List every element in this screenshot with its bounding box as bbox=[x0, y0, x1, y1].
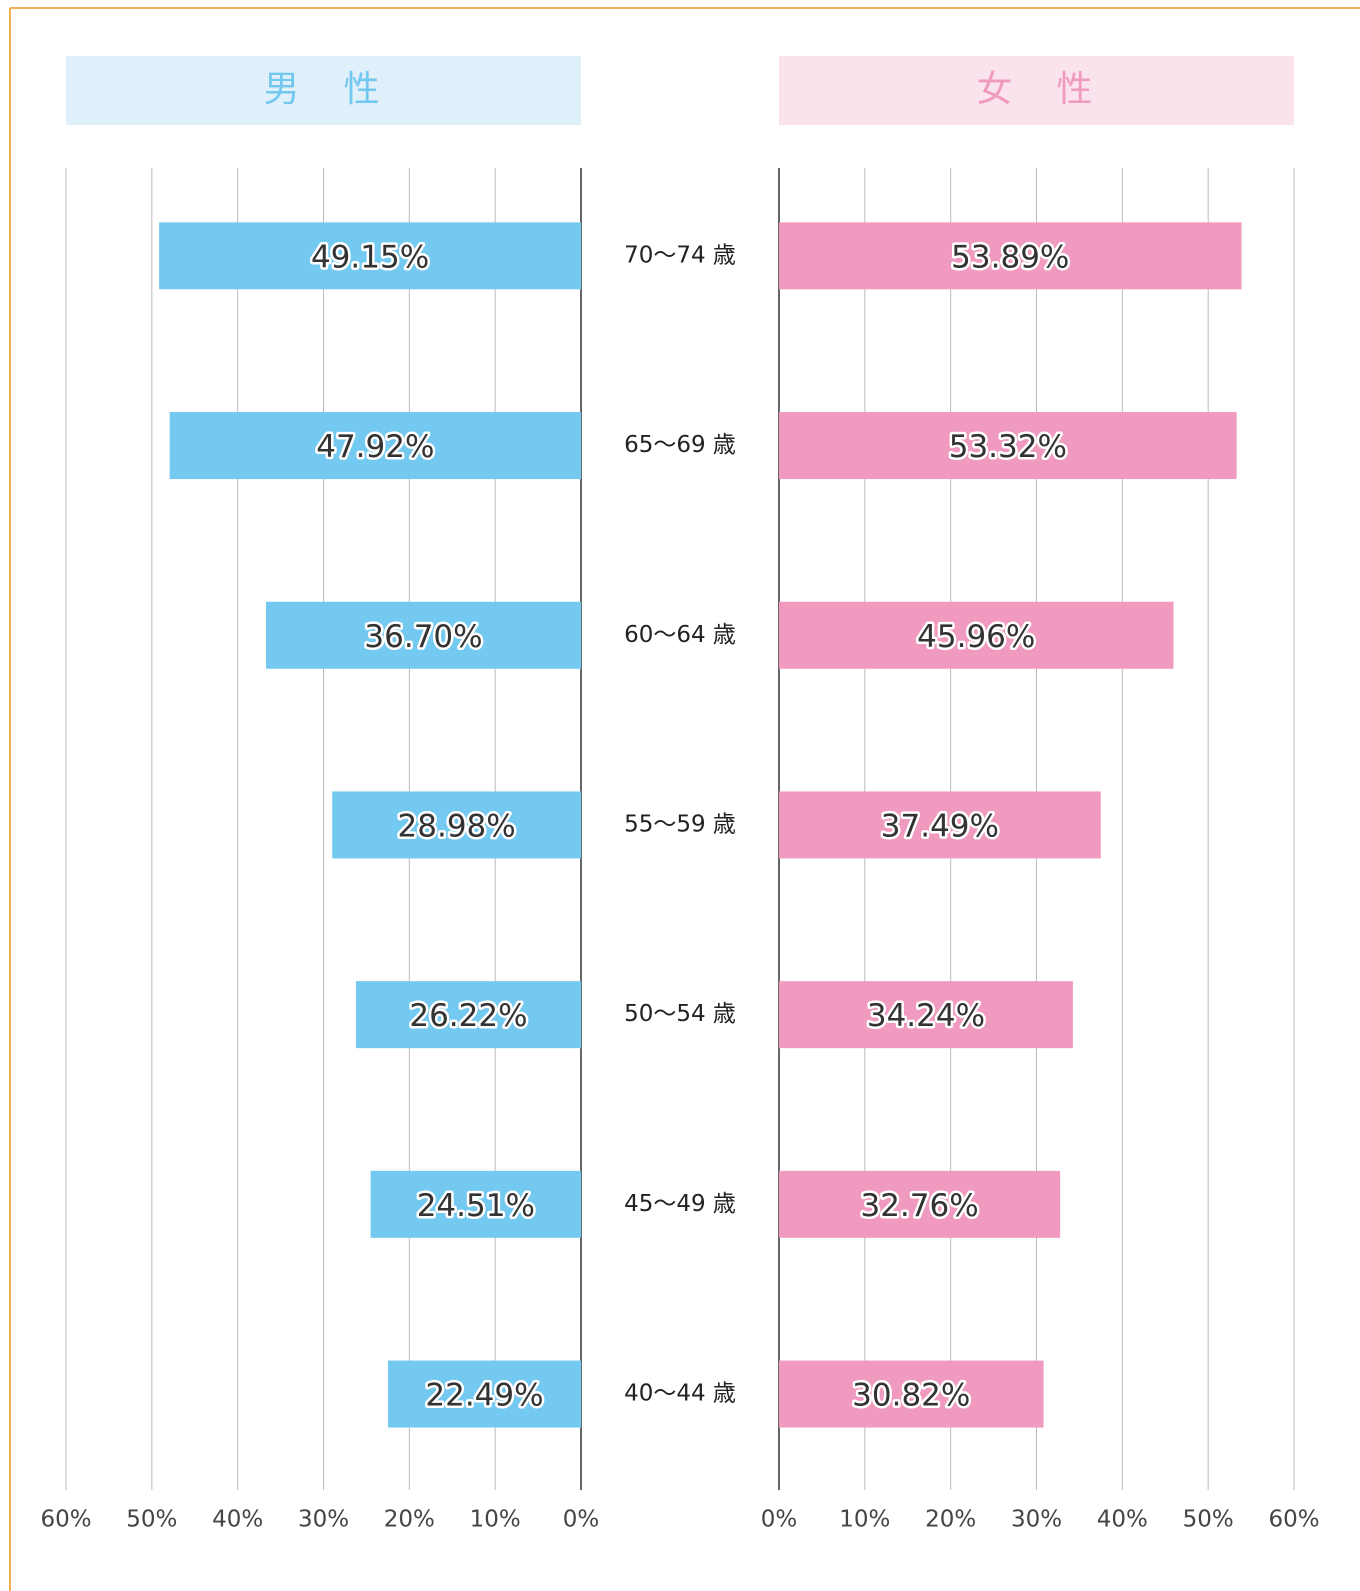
x-tick-label: 50% bbox=[1183, 1507, 1234, 1533]
category-label: 65〜69 歳 bbox=[624, 432, 736, 458]
x-tick-label: 30% bbox=[1011, 1507, 1062, 1533]
value-label: 24.51% bbox=[417, 1188, 535, 1224]
value-label: 53.89% bbox=[951, 239, 1069, 275]
panel-title: 女 性 bbox=[976, 69, 1096, 110]
bar bbox=[779, 1170, 1061, 1238]
bar bbox=[779, 222, 1242, 290]
x-tick-label: 60% bbox=[40, 1507, 91, 1533]
value-label: 26.22% bbox=[409, 998, 527, 1034]
category-label: 50〜54 歳 bbox=[624, 1001, 736, 1027]
bar bbox=[169, 412, 582, 480]
x-tick-label: 30% bbox=[298, 1507, 349, 1533]
bar bbox=[779, 791, 1101, 859]
category-label: 60〜64 歳 bbox=[624, 622, 736, 648]
value-label: 37.49% bbox=[881, 808, 999, 844]
x-tick-label: 50% bbox=[126, 1507, 177, 1533]
category-label: 70〜74 歳 bbox=[624, 242, 736, 268]
value-label: 32.76% bbox=[860, 1188, 978, 1224]
value-label: 36.70% bbox=[364, 619, 482, 655]
value-label: 53.32% bbox=[949, 429, 1067, 465]
value-label: 34.24% bbox=[867, 998, 985, 1034]
bar bbox=[779, 412, 1237, 480]
x-tick-label: 0% bbox=[563, 1507, 600, 1533]
bar bbox=[779, 601, 1174, 669]
x-tick-label: 60% bbox=[1268, 1507, 1319, 1533]
x-tick-label: 20% bbox=[925, 1507, 976, 1533]
value-label: 28.98% bbox=[398, 808, 516, 844]
category-label: 45〜49 歳 bbox=[624, 1191, 736, 1217]
x-tick-label: 0% bbox=[761, 1507, 798, 1533]
x-tick-label: 10% bbox=[839, 1507, 890, 1533]
bar bbox=[265, 601, 581, 669]
bar bbox=[355, 981, 581, 1049]
bar bbox=[159, 222, 582, 290]
panel-title: 男 性 bbox=[263, 69, 383, 110]
x-tick-label: 40% bbox=[1097, 1507, 1148, 1533]
bar bbox=[332, 791, 581, 859]
bar bbox=[779, 1360, 1044, 1428]
bar bbox=[387, 1360, 581, 1428]
x-tick-label: 10% bbox=[470, 1507, 521, 1533]
category-label: 55〜59 歳 bbox=[624, 811, 736, 837]
x-tick-label: 20% bbox=[384, 1507, 435, 1533]
category-label: 40〜44 歳 bbox=[624, 1381, 736, 1407]
value-label: 49.15% bbox=[311, 239, 429, 275]
value-label: 22.49% bbox=[425, 1378, 543, 1414]
value-label: 47.92% bbox=[316, 429, 434, 465]
title-box bbox=[66, 56, 581, 125]
bar bbox=[370, 1170, 581, 1238]
bar bbox=[779, 981, 1073, 1049]
value-label: 45.96% bbox=[917, 619, 1035, 655]
title-box bbox=[779, 56, 1294, 125]
x-tick-label: 40% bbox=[212, 1507, 263, 1533]
value-label: 30.82% bbox=[852, 1378, 970, 1414]
